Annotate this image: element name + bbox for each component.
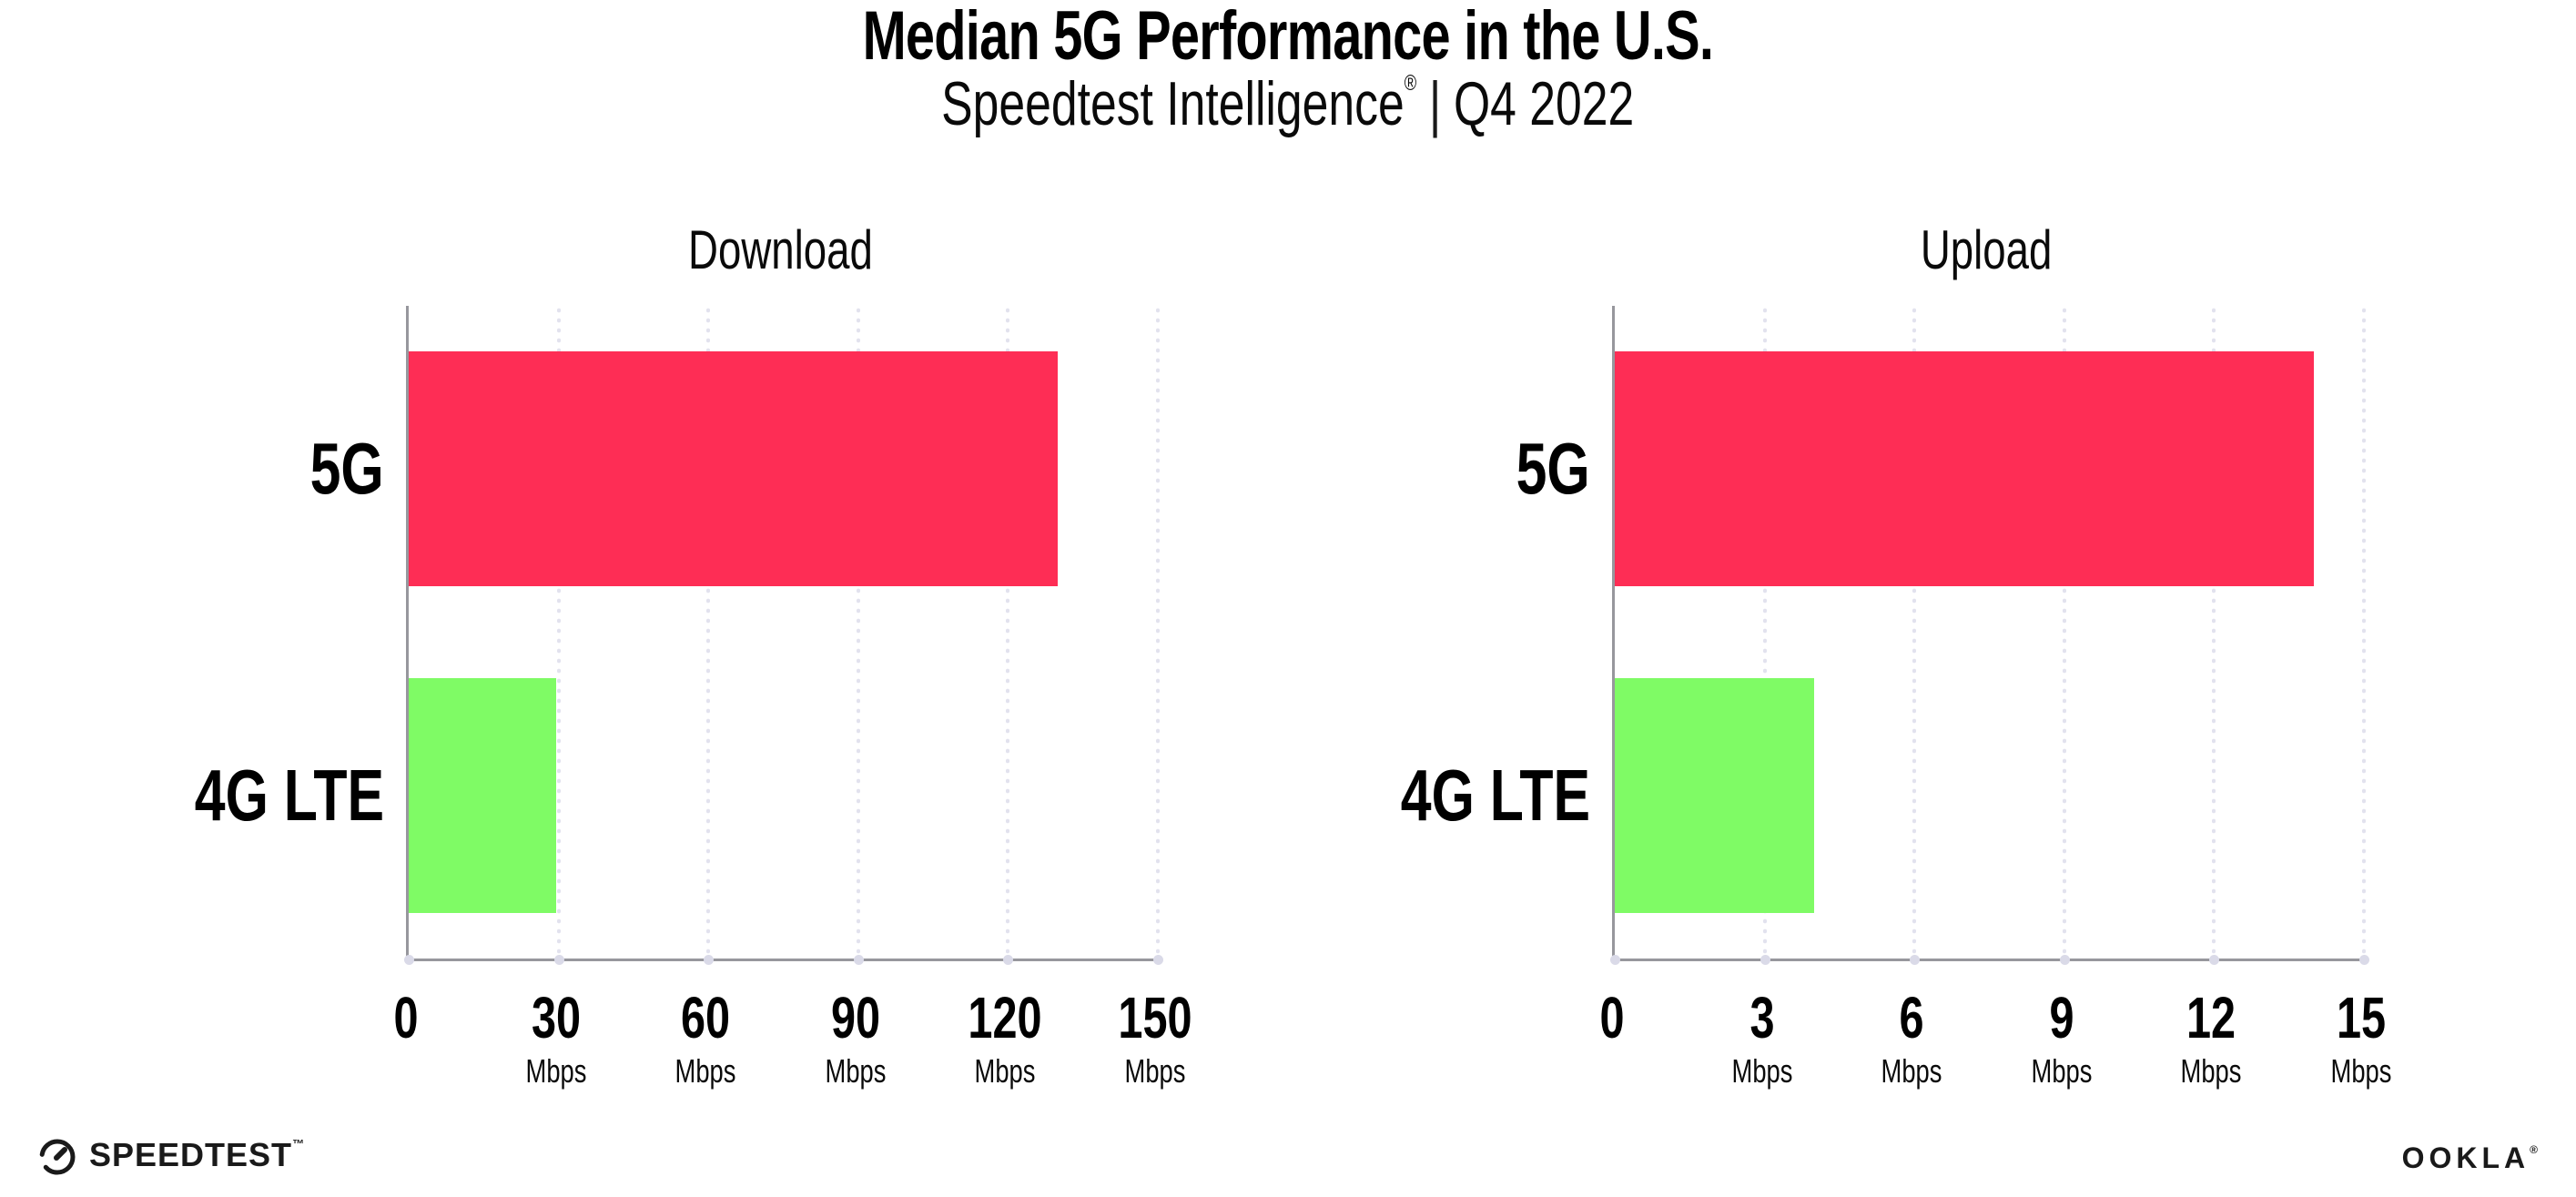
ookla-registered-mark: ® (2530, 1143, 2538, 1156)
speedtest-wordmark-text: SPEEDTEST (89, 1136, 293, 1173)
bar-5g (409, 351, 1059, 587)
axis-dot-0 (1610, 955, 1620, 965)
download-chart-title: Download (406, 218, 1155, 281)
gridline-3 (1762, 306, 1767, 959)
page-subtitle-text: Speedtest Intelligence® | Q4 2022 (941, 71, 1634, 136)
category-label-5g: 5G (309, 428, 384, 510)
x-tick-unit-120: Mbps (974, 1052, 1036, 1090)
x-tick-unit-12: Mbps (2180, 1052, 2242, 1090)
registered-mark: ® (1405, 71, 1417, 96)
x-tick-label-6: 6 (1899, 985, 1924, 1050)
subtitle-period: Q4 2022 (1454, 69, 1635, 138)
axis-dot-120 (1003, 955, 1014, 965)
subtitle-brand: Speedtest Intelligence (941, 69, 1405, 138)
download-chart: Download 0 30 Mbps 60 Mbps 90 Mbps 120 Mbps 150 Mb… (106, 218, 1192, 1111)
gridline-6 (1912, 306, 1917, 959)
page-title: Median 5G Performance in the U.S. (0, 2, 2576, 71)
gridline-90 (856, 306, 860, 959)
bar-5g (1615, 351, 2315, 587)
axis-dot-0 (404, 955, 414, 965)
category-label-4g-lte: 4G LTE (1400, 754, 1590, 836)
upload-chart-title: Upload (1612, 218, 2361, 281)
x-tick-label-9: 9 (2049, 985, 2074, 1050)
x-tick-unit-3: Mbps (1731, 1052, 1793, 1090)
gridline-60 (706, 306, 711, 959)
axis-dot-60 (704, 955, 715, 965)
speedtest-trademark: ™ (292, 1137, 306, 1151)
gridline-15 (2362, 306, 2366, 959)
axis-dot-6 (1910, 955, 1921, 965)
ookla-wordmark-text: OOKLA (2401, 1141, 2530, 1174)
gridline-120 (1006, 306, 1010, 959)
x-tick-label-30: 30 (531, 985, 581, 1050)
gridline-150 (1156, 306, 1160, 959)
x-tick-label-0: 0 (1599, 985, 1625, 1050)
x-tick-label-0: 0 (393, 985, 419, 1050)
download-chart-title-text: Download (688, 219, 873, 280)
page-subtitle: Speedtest Intelligence® | Q4 2022 (0, 71, 2576, 136)
x-tick-label-150: 150 (1118, 985, 1192, 1050)
axis-dot-150 (1153, 955, 1163, 965)
axis-dot-90 (853, 955, 864, 965)
category-label-4g-lte: 4G LTE (194, 754, 384, 836)
category-label-5g: 5G (1516, 428, 1590, 510)
x-tick-unit-6: Mbps (1881, 1052, 1942, 1090)
x-tick-unit-15: Mbps (2330, 1052, 2392, 1090)
axis-dot-3 (1760, 955, 1770, 965)
speedtest-logo: SPEEDTEST™ (36, 1134, 305, 1176)
subtitle-separator: | (1429, 69, 1442, 138)
axis-dot-12 (2209, 955, 2220, 965)
ookla-logo: OOKLA® (2402, 1141, 2538, 1175)
x-tick-label-90: 90 (830, 985, 880, 1050)
bar-4g-lte (1615, 677, 1815, 913)
axis-dot-30 (553, 955, 564, 965)
x-tick-label-120: 120 (968, 985, 1042, 1050)
x-tick-label-12: 12 (2186, 985, 2236, 1050)
x-tick-unit-150: Mbps (1124, 1052, 1186, 1090)
speedtest-wordmark: SPEEDTEST™ (89, 1136, 305, 1174)
x-tick-unit-30: Mbps (525, 1052, 587, 1090)
page-title-text: Median 5G Performance in the U.S. (862, 0, 1714, 75)
download-plot-area (404, 306, 1163, 965)
upload-chart: Upload 0 3 Mbps 6 Mbps 9 Mbps 12 Mbps 15 Mbps 5G 4G … (1312, 218, 2392, 1111)
x-tick-unit-9: Mbps (2031, 1052, 2093, 1090)
x-tick-label-60: 60 (681, 985, 731, 1050)
x-tick-label-3: 3 (1749, 985, 1775, 1050)
upload-plot-area (1610, 306, 2369, 965)
gridline-30 (556, 306, 561, 959)
x-tick-unit-60: Mbps (674, 1052, 736, 1090)
gridline-9 (2062, 306, 2066, 959)
bar-4g-lte (409, 677, 556, 913)
speedtest-gauge-icon (39, 1139, 76, 1175)
x-tick-unit-90: Mbps (825, 1052, 887, 1090)
upload-chart-title-text: Upload (1921, 219, 2053, 280)
axis-dot-15 (2359, 955, 2369, 965)
gridline-12 (2212, 306, 2216, 959)
axis-dot-9 (2059, 955, 2070, 965)
x-tick-label-15: 15 (2336, 985, 2387, 1050)
